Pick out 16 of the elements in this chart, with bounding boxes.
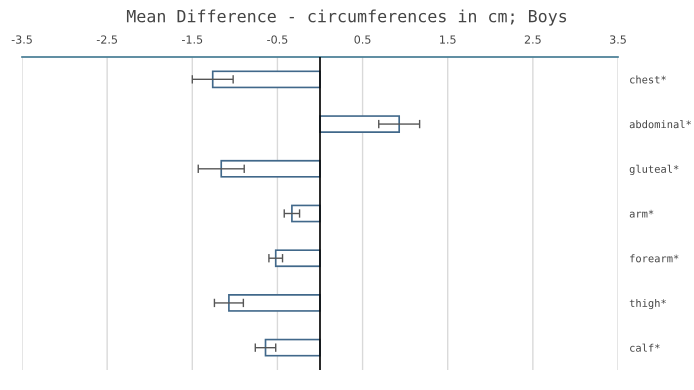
chart-title: Mean Difference - circumferences in cm; Boys xyxy=(126,10,566,26)
x-tick-label: 3.5 xyxy=(610,35,626,44)
y-tick-label: arm* xyxy=(630,210,654,218)
x-tick-label: 0.5 xyxy=(354,35,370,44)
y-tick-label: chest* xyxy=(630,75,666,84)
x-tick-label: -2.5 xyxy=(96,35,118,44)
y-tick-label: calf* xyxy=(630,344,660,352)
y-tick-label: gluteal* xyxy=(630,164,678,176)
x-tick-label: 2.5 xyxy=(524,35,541,44)
y-tick-label: abdominal* xyxy=(630,120,691,128)
x-tick-label: -1.5 xyxy=(182,35,202,44)
y-tick-label: forearm* xyxy=(630,254,678,262)
y-tick-label: thigh* xyxy=(630,298,666,310)
x-tick-label: 1.5 xyxy=(440,35,456,44)
x-tick-label: -0.5 xyxy=(267,35,288,44)
x-tick-label: -3.5 xyxy=(12,35,32,44)
